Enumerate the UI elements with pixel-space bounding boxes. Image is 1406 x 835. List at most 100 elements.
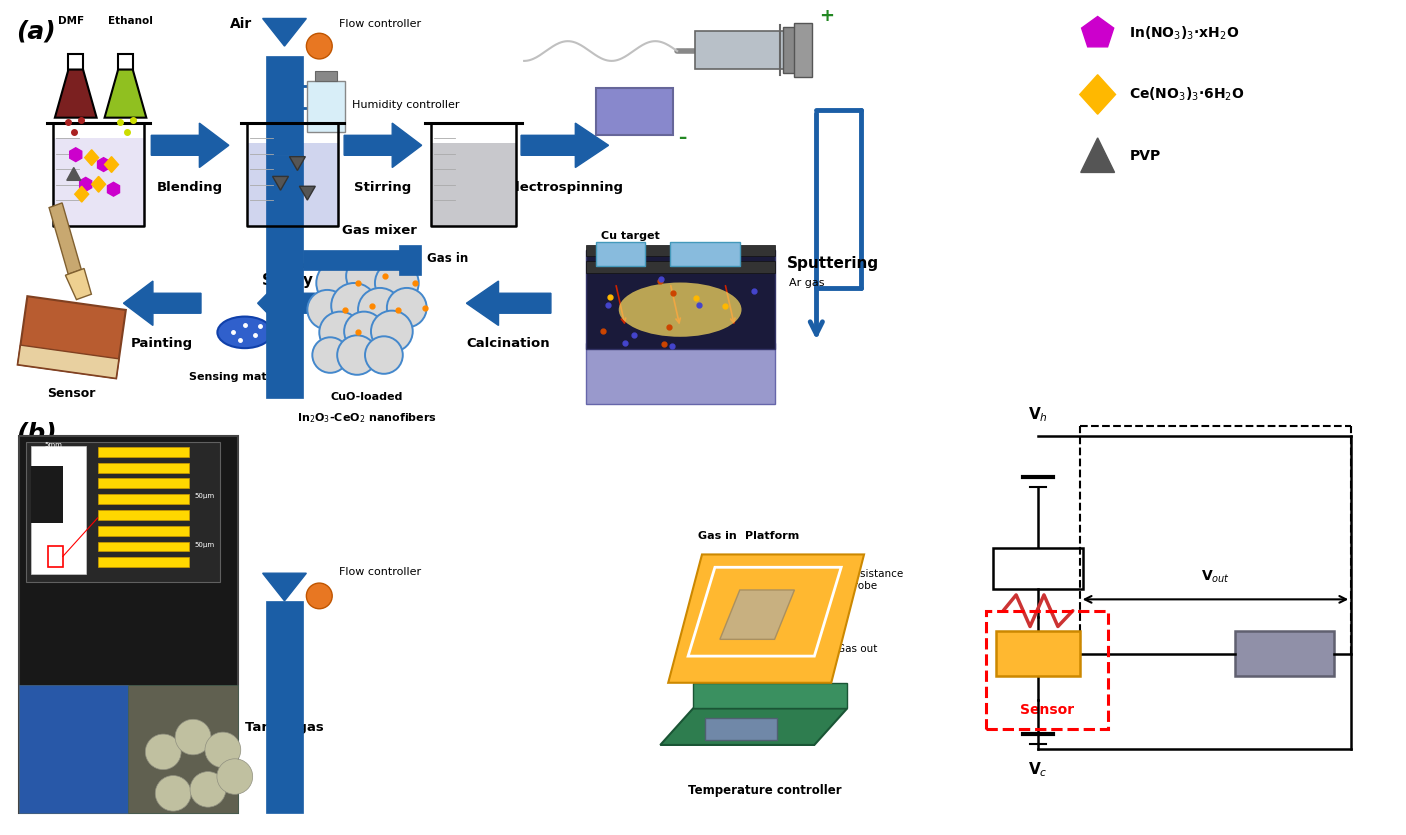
Polygon shape <box>91 176 105 192</box>
Bar <box>266 601 304 813</box>
Polygon shape <box>104 69 146 118</box>
Bar <box>266 56 304 154</box>
Circle shape <box>307 583 332 609</box>
Text: +: + <box>820 8 834 25</box>
Bar <box>308 81 344 132</box>
Bar <box>246 144 339 226</box>
Text: Ethanol: Ethanol <box>108 17 153 27</box>
Text: R$_s$: R$_s$ <box>1028 645 1047 663</box>
Text: DMF: DMF <box>58 17 84 27</box>
Bar <box>783 28 800 73</box>
Text: Slurry: Slurry <box>262 272 314 287</box>
Text: 5mm: 5mm <box>45 442 63 448</box>
Polygon shape <box>693 683 848 708</box>
Polygon shape <box>67 168 80 180</box>
Bar <box>20 685 128 813</box>
Text: Calcination: Calcination <box>467 337 550 351</box>
Circle shape <box>319 311 361 353</box>
Polygon shape <box>84 149 98 165</box>
Text: Sensor: Sensor <box>1019 703 1074 717</box>
Text: Resistance
probe: Resistance probe <box>848 569 904 591</box>
Polygon shape <box>299 186 315 200</box>
Polygon shape <box>104 157 118 173</box>
Polygon shape <box>124 281 201 326</box>
Polygon shape <box>1080 74 1115 114</box>
Text: Air: Air <box>231 18 253 32</box>
Text: Stirring: Stirring <box>354 181 412 195</box>
Polygon shape <box>290 157 305 170</box>
Circle shape <box>217 759 253 794</box>
Text: Painting: Painting <box>131 337 193 351</box>
Polygon shape <box>661 708 848 745</box>
Polygon shape <box>97 158 110 171</box>
Ellipse shape <box>218 316 273 348</box>
Text: 50μm: 50μm <box>195 493 215 499</box>
Bar <box>704 718 776 740</box>
Bar <box>695 31 786 68</box>
Polygon shape <box>720 590 794 640</box>
Circle shape <box>316 260 364 306</box>
Text: (a): (a) <box>15 19 56 43</box>
Text: Flow controller: Flow controller <box>339 19 422 29</box>
Text: Gas in: Gas in <box>426 252 468 265</box>
Circle shape <box>176 719 211 755</box>
Text: Blending: Blending <box>157 181 224 195</box>
Circle shape <box>332 283 377 328</box>
Bar <box>671 241 740 266</box>
Text: Target gas: Target gas <box>245 721 323 734</box>
Text: Ar gas: Ar gas <box>790 278 825 288</box>
Text: In(NO$_3$)$_3$·xH$_2$O: In(NO$_3$)$_3$·xH$_2$O <box>1129 24 1240 42</box>
Text: Cu target: Cu target <box>600 230 659 240</box>
Polygon shape <box>263 18 307 46</box>
Circle shape <box>190 772 226 807</box>
Circle shape <box>307 33 332 59</box>
Text: Sputtering: Sputtering <box>786 256 879 271</box>
Circle shape <box>344 311 384 351</box>
Bar <box>1234 631 1334 676</box>
Bar <box>596 241 645 266</box>
Polygon shape <box>49 203 82 274</box>
Polygon shape <box>118 53 132 69</box>
Polygon shape <box>1081 138 1115 173</box>
Text: Humidity controller: Humidity controller <box>352 100 460 110</box>
Polygon shape <box>467 281 551 326</box>
Bar <box>586 245 775 256</box>
Text: V$_h$: V$_h$ <box>1028 406 1047 424</box>
Polygon shape <box>70 148 82 162</box>
Polygon shape <box>522 123 609 168</box>
Text: Platform: Platform <box>745 530 799 540</box>
Text: CuO-loaded: CuO-loaded <box>330 392 404 402</box>
Polygon shape <box>18 296 125 378</box>
Bar <box>794 23 813 77</box>
Text: PVP: PVP <box>1129 149 1161 163</box>
Text: 50μm: 50μm <box>195 542 215 548</box>
Bar <box>987 610 1108 729</box>
Bar <box>586 261 775 273</box>
Text: Sensing materials: Sensing materials <box>188 372 301 382</box>
Polygon shape <box>107 182 120 196</box>
Bar <box>128 685 238 813</box>
Bar <box>596 88 673 135</box>
Text: V$_{out}$: V$_{out}$ <box>1201 568 1230 584</box>
Polygon shape <box>55 69 97 118</box>
Polygon shape <box>1081 17 1114 47</box>
Bar <box>20 436 238 813</box>
Bar <box>266 154 304 398</box>
Polygon shape <box>69 53 83 69</box>
Circle shape <box>371 311 413 352</box>
Text: –: – <box>678 129 686 147</box>
Polygon shape <box>273 176 288 190</box>
Text: Ce(NO$_3$)$_3$·6H$_2$O: Ce(NO$_3$)$_3$·6H$_2$O <box>1129 86 1244 104</box>
Bar <box>97 542 188 551</box>
Bar <box>97 447 188 457</box>
Circle shape <box>366 337 402 374</box>
Bar <box>97 558 188 567</box>
Bar <box>315 71 337 81</box>
Circle shape <box>205 732 240 767</box>
Bar <box>48 545 63 567</box>
Bar <box>97 478 188 488</box>
Bar <box>586 250 775 349</box>
Ellipse shape <box>619 282 741 337</box>
Text: In$_2$O$_3$-CeO$_2$ nanofibers: In$_2$O$_3$-CeO$_2$ nanofibers <box>297 412 437 425</box>
Bar <box>53 138 145 226</box>
